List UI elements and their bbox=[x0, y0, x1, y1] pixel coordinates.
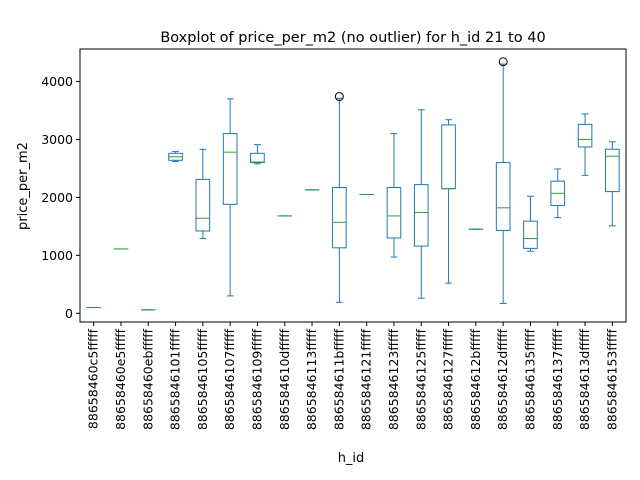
x-tick-label: 8865846135fffff bbox=[522, 328, 537, 430]
x-tick-label: 8865846101fffff bbox=[168, 328, 183, 430]
box-group-8865846105fffff bbox=[195, 148, 211, 240]
outlier-point bbox=[334, 92, 344, 102]
y-tick-label: 1000 bbox=[41, 248, 73, 263]
box bbox=[386, 187, 402, 239]
box-group-8865846109fffff bbox=[250, 144, 265, 165]
box bbox=[195, 178, 211, 232]
box-group-8865846107fffff bbox=[222, 98, 238, 297]
x-tick-label: 8865846105fffff bbox=[195, 328, 210, 430]
x-tick-label: 8865846113fffff bbox=[304, 328, 319, 430]
x-tick-label: 8865846153fffff bbox=[604, 328, 619, 430]
chart-title: Boxplot of price_per_m2 (no outlier) for… bbox=[160, 30, 545, 46]
x-tick-label: 886584612dfffff bbox=[495, 328, 510, 430]
box bbox=[523, 220, 538, 249]
box-group-886584611bfffff bbox=[332, 92, 347, 303]
box-group-8865846135fffff bbox=[523, 195, 538, 252]
x-tick-label: 88658460ebfffff bbox=[140, 328, 155, 429]
box bbox=[605, 148, 620, 193]
y-tick-label: 3000 bbox=[41, 132, 73, 147]
box-group-886584613dfffff bbox=[577, 113, 593, 176]
box bbox=[577, 123, 593, 148]
box bbox=[250, 152, 265, 164]
x-tick-label: 8865846137fffff bbox=[550, 328, 565, 430]
box-group-8865846125fffff bbox=[413, 109, 429, 299]
box bbox=[222, 133, 238, 205]
x-tick-label: 886584611bfffff bbox=[331, 328, 346, 430]
y-tick-label: 4000 bbox=[41, 74, 73, 89]
x-tick-label: 8865846121fffff bbox=[359, 328, 374, 430]
box-group-8865846153fffff bbox=[605, 141, 620, 227]
axes-frame bbox=[79, 48, 627, 323]
box bbox=[413, 184, 429, 247]
box-group-886584612dfffff bbox=[495, 57, 511, 304]
box-group-8865846101fffff bbox=[168, 151, 183, 162]
x-tick-label: 8865846123fffff bbox=[386, 328, 401, 430]
box-group-8865846123fffff bbox=[386, 133, 402, 258]
x-tick-label: 8865846109fffff bbox=[249, 328, 264, 430]
x-tick-label: 886584613dfffff bbox=[577, 328, 592, 430]
x-tick-label: 8865846127fffff bbox=[441, 328, 456, 430]
y-axis-label: price_per_m2 bbox=[16, 142, 31, 230]
outlier-point bbox=[498, 57, 508, 67]
box bbox=[495, 162, 511, 231]
x-axis-ticks: 88658460c5fffff 88658460e5fffff 88658460eb… bbox=[86, 322, 619, 430]
x-axis-label: h_id bbox=[338, 451, 365, 466]
y-tick-label: 0 bbox=[65, 306, 73, 321]
x-tick-label: 8865846125fffff bbox=[413, 328, 428, 430]
box-group-8865846137fffff bbox=[550, 168, 566, 219]
x-tick-label: 88658460c5fffff bbox=[86, 328, 101, 429]
plot-area bbox=[86, 57, 620, 311]
box bbox=[332, 187, 347, 249]
box-group-8865846127fffff bbox=[441, 119, 456, 284]
y-tick-label: 2000 bbox=[41, 190, 73, 205]
x-tick-label: 88658460e5fffff bbox=[113, 328, 128, 429]
y-axis-ticks: 0 1000 2000 3000 4000 bbox=[41, 74, 80, 321]
box bbox=[441, 124, 456, 190]
x-tick-label: 886584610dfffff bbox=[277, 328, 292, 430]
x-tick-label: 8865846107fffff bbox=[222, 328, 237, 430]
x-tick-label: 886584612bfffff bbox=[468, 328, 483, 430]
